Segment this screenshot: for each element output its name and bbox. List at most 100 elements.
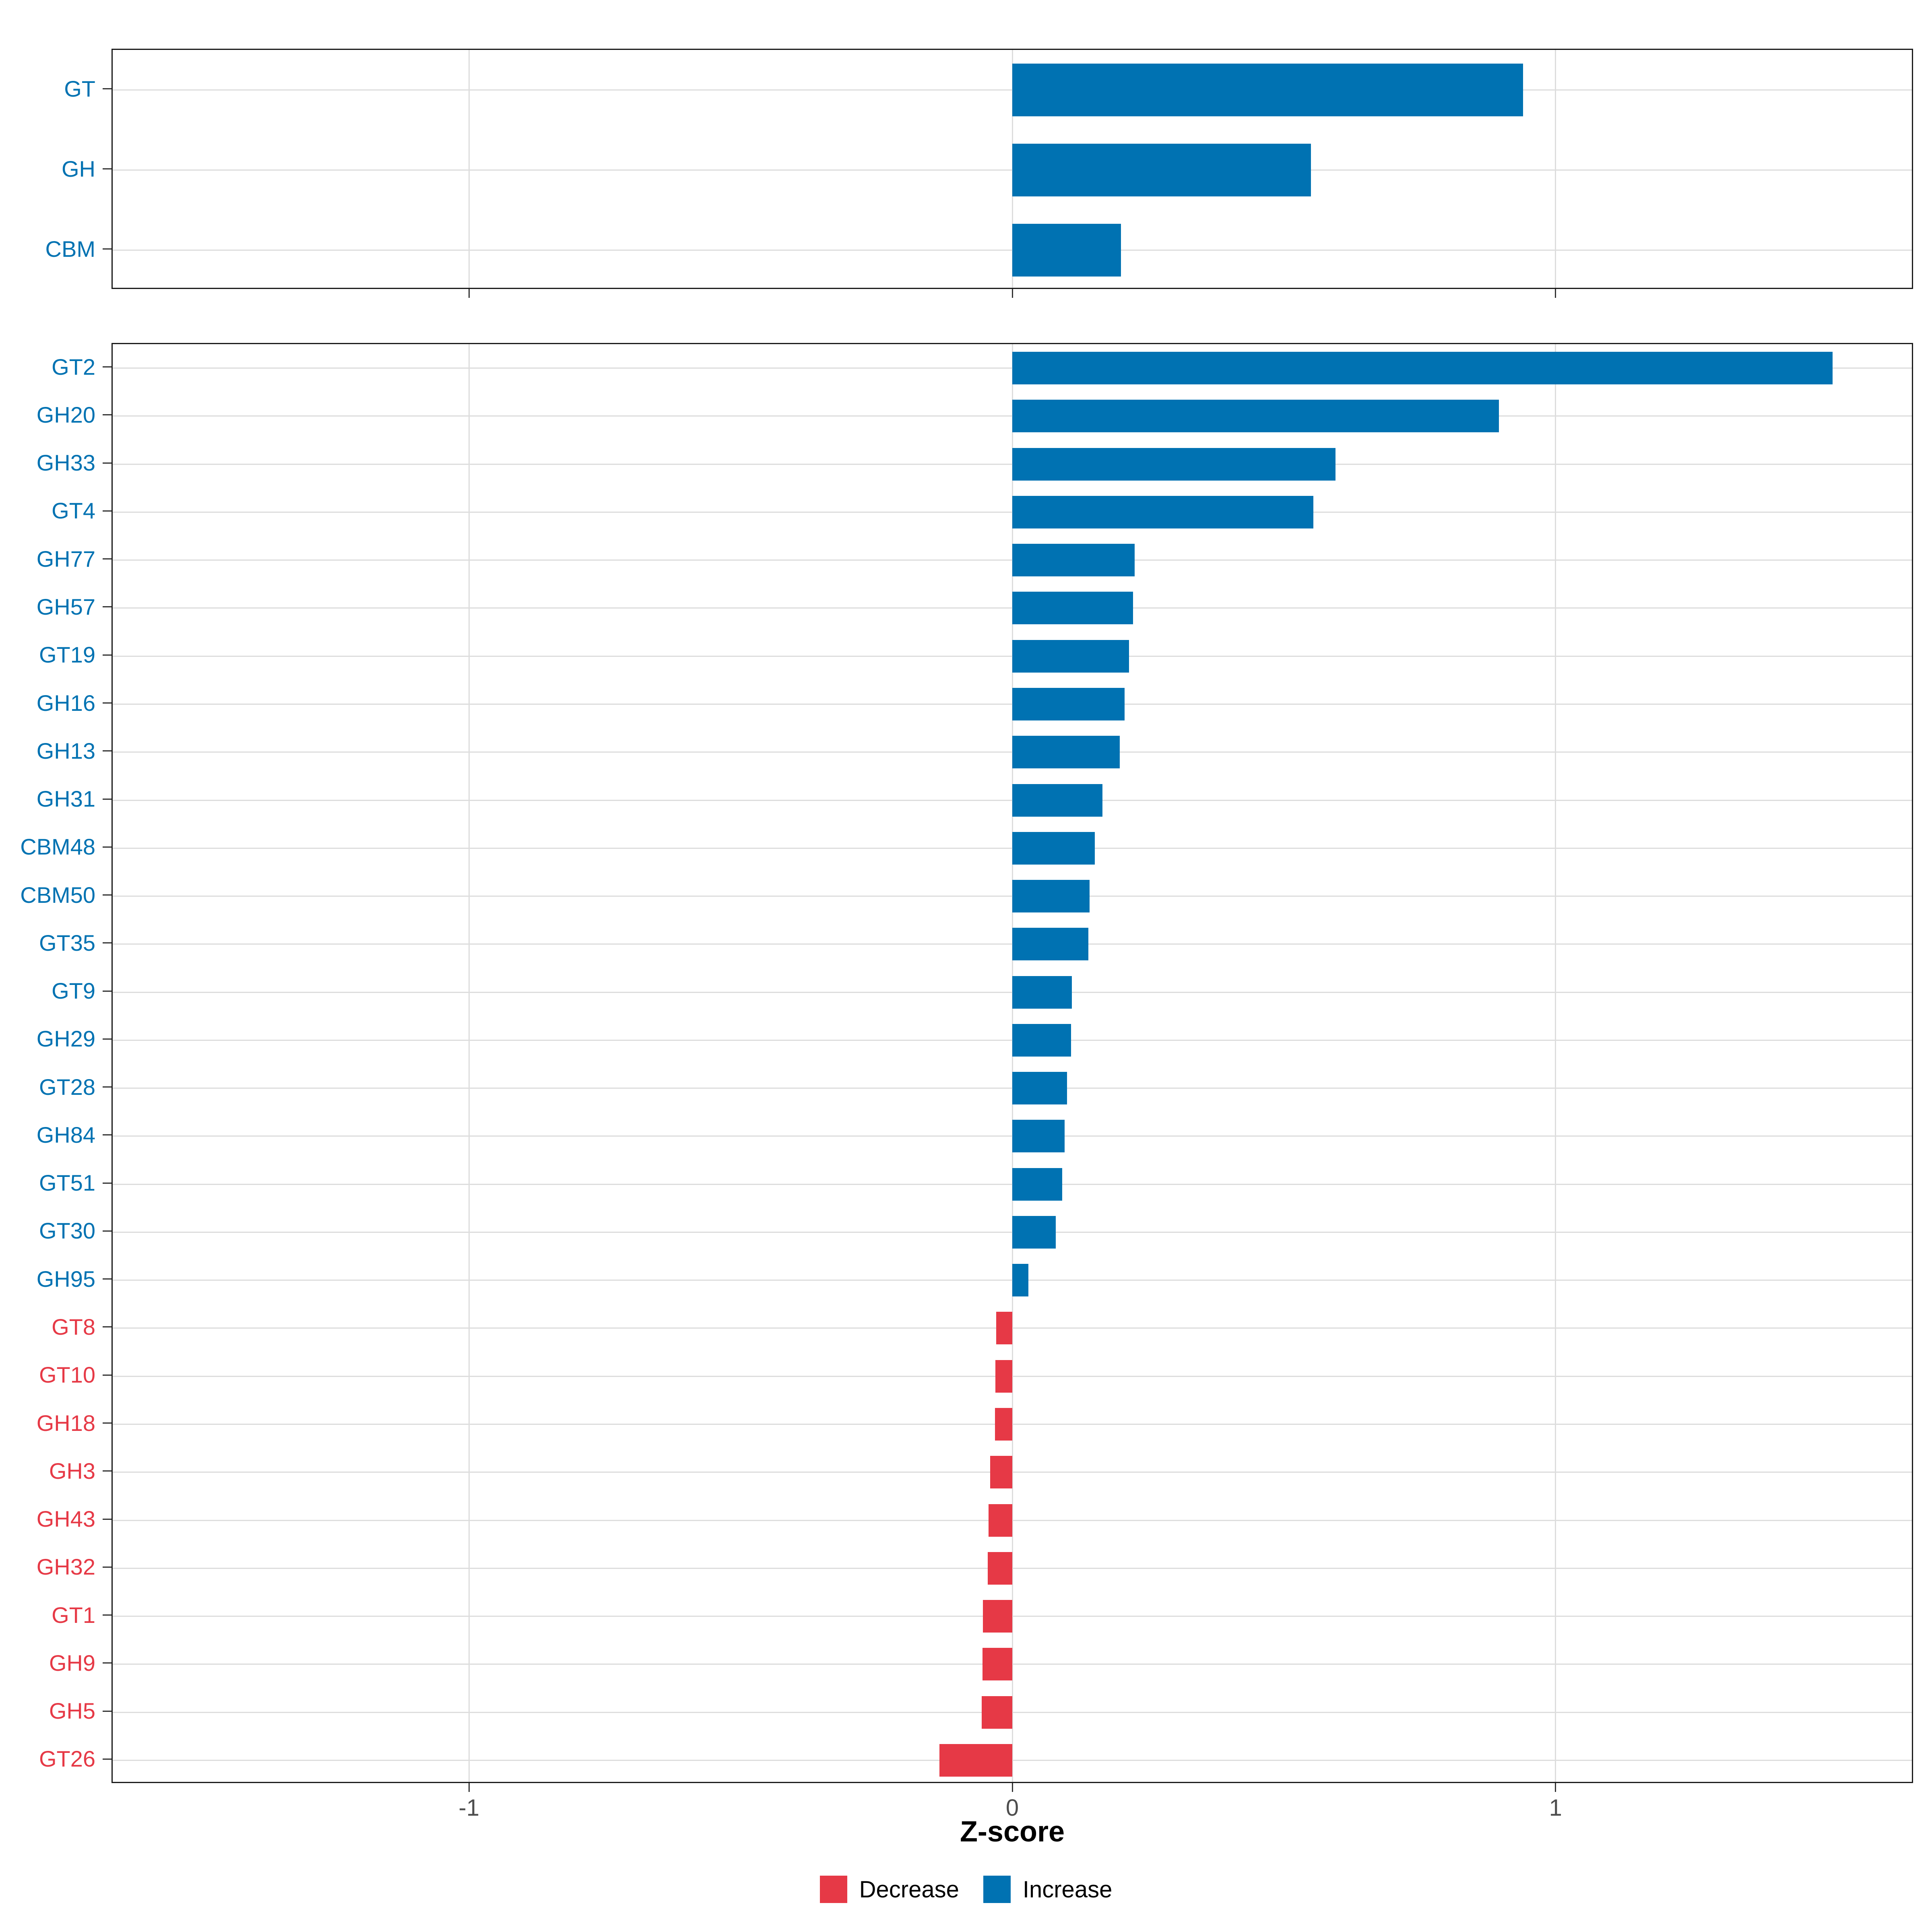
y-tick-mark (103, 1182, 111, 1184)
y-tick-mark (103, 1614, 111, 1616)
y-gridline (113, 1472, 1912, 1473)
category-label-GT28: GT28 (39, 1074, 95, 1100)
y-tick-mark (103, 366, 111, 368)
bar-GH29 (1012, 1024, 1071, 1057)
y-gridline (113, 1567, 1912, 1569)
y-tick-mark (103, 510, 111, 512)
category-label-GT8: GT8 (52, 1314, 95, 1340)
y-tick-mark (103, 1134, 111, 1136)
category-label-CBM50: CBM50 (20, 882, 95, 908)
y-tick-mark (103, 1710, 111, 1712)
category-label-GH33: GH33 (36, 450, 95, 476)
bar-GT10 (995, 1360, 1012, 1393)
y-tick-mark (103, 1326, 111, 1328)
bar-GT2 (1012, 352, 1833, 385)
x-gridline (468, 344, 470, 1782)
y-tick-mark (103, 1038, 111, 1040)
y-tick-mark (103, 558, 111, 560)
bar-GT (1012, 64, 1523, 116)
y-gridline (113, 1375, 1912, 1377)
legend-label-decrease: Decrease (859, 1876, 959, 1903)
legend: Decrease Increase (0, 1876, 1932, 1903)
bar-GH31 (1012, 784, 1103, 817)
bar-GH43 (988, 1504, 1012, 1537)
category-label-GH29: GH29 (36, 1026, 95, 1052)
category-label-GH18: GH18 (36, 1410, 95, 1436)
category-label-GH5: GH5 (49, 1698, 95, 1724)
bar-CBM50 (1012, 880, 1090, 913)
bar-GH57 (1012, 592, 1133, 625)
y-tick-mark (103, 1230, 111, 1232)
y-tick-mark (103, 462, 111, 464)
y-tick-mark (103, 846, 111, 848)
decrease-swatch (819, 1876, 847, 1903)
bar-GT9 (1012, 976, 1072, 1009)
y-gridline (113, 1711, 1912, 1713)
x-tick-label: 1 (1549, 1795, 1562, 1821)
category-label-CBM: CBM (45, 236, 95, 262)
category-label-GH16: GH16 (36, 690, 95, 716)
category-label-GH13: GH13 (36, 738, 95, 764)
bar-GT4 (1012, 495, 1313, 528)
y-gridline (113, 1664, 1912, 1665)
x-gridline (468, 50, 470, 288)
bar-GT51 (1012, 1168, 1063, 1201)
y-tick-mark (103, 894, 111, 896)
x-tick-mark (1011, 1783, 1013, 1792)
category-label-CBM48: CBM48 (20, 834, 95, 860)
bar-GT19 (1012, 640, 1129, 673)
y-gridline (113, 1759, 1912, 1761)
y-tick-mark (103, 1758, 111, 1760)
bar-CBM (1012, 224, 1121, 277)
y-tick-mark (103, 88, 111, 89)
y-tick-mark (103, 750, 111, 752)
x-gridline (1555, 50, 1556, 288)
bar-GH16 (1012, 688, 1125, 720)
bar-GH13 (1012, 736, 1120, 769)
x-tick-mark (1555, 1783, 1556, 1792)
y-tick-mark (103, 168, 111, 169)
x-gridline (1011, 344, 1013, 1782)
bar-GH95 (1012, 1264, 1029, 1297)
bar-GT30 (1012, 1216, 1056, 1249)
category-label-GT2: GT2 (52, 354, 95, 380)
y-gridline (113, 1327, 1912, 1329)
legend-label-increase: Increase (1022, 1876, 1113, 1903)
y-tick-mark (103, 606, 111, 608)
y-tick-mark (103, 798, 111, 800)
x-axis-title: Z-score (960, 1816, 1065, 1848)
y-gridline (113, 1616, 1912, 1617)
bar-GT8 (996, 1312, 1012, 1345)
y-tick-mark (103, 990, 111, 992)
legend-item-decrease: Decrease (819, 1876, 959, 1903)
x-gridline (1555, 344, 1556, 1782)
category-label-GH43: GH43 (36, 1506, 95, 1532)
y-tick-mark (103, 702, 111, 704)
category-label-GH77: GH77 (36, 546, 95, 572)
y-gridline (113, 1424, 1912, 1425)
category-label-GH3: GH3 (49, 1458, 95, 1484)
category-label-GT19: GT19 (39, 642, 95, 668)
bar-GH18 (995, 1408, 1012, 1441)
legend-item-increase: Increase (983, 1876, 1112, 1903)
bar-GT26 (939, 1744, 1012, 1777)
bar-GH32 (988, 1552, 1012, 1585)
y-tick-mark (103, 654, 111, 656)
family-panel (111, 343, 1913, 1783)
bar-GH5 (982, 1696, 1012, 1729)
bar-GH77 (1012, 544, 1135, 577)
bar-GH84 (1012, 1120, 1065, 1153)
y-gridline (113, 1519, 1912, 1521)
x-tick-mark (468, 289, 470, 298)
category-label-GT4: GT4 (52, 498, 95, 524)
category-label-GT10: GT10 (39, 1362, 95, 1388)
x-tick-mark (1555, 289, 1556, 298)
y-tick-mark (103, 248, 111, 250)
category-label-GT26: GT26 (39, 1746, 95, 1772)
category-label-GH31: GH31 (36, 786, 95, 812)
bar-GH (1012, 144, 1311, 196)
category-label-GT51: GT51 (39, 1170, 95, 1196)
bar-GT28 (1012, 1072, 1067, 1105)
y-tick-mark (103, 1470, 111, 1472)
